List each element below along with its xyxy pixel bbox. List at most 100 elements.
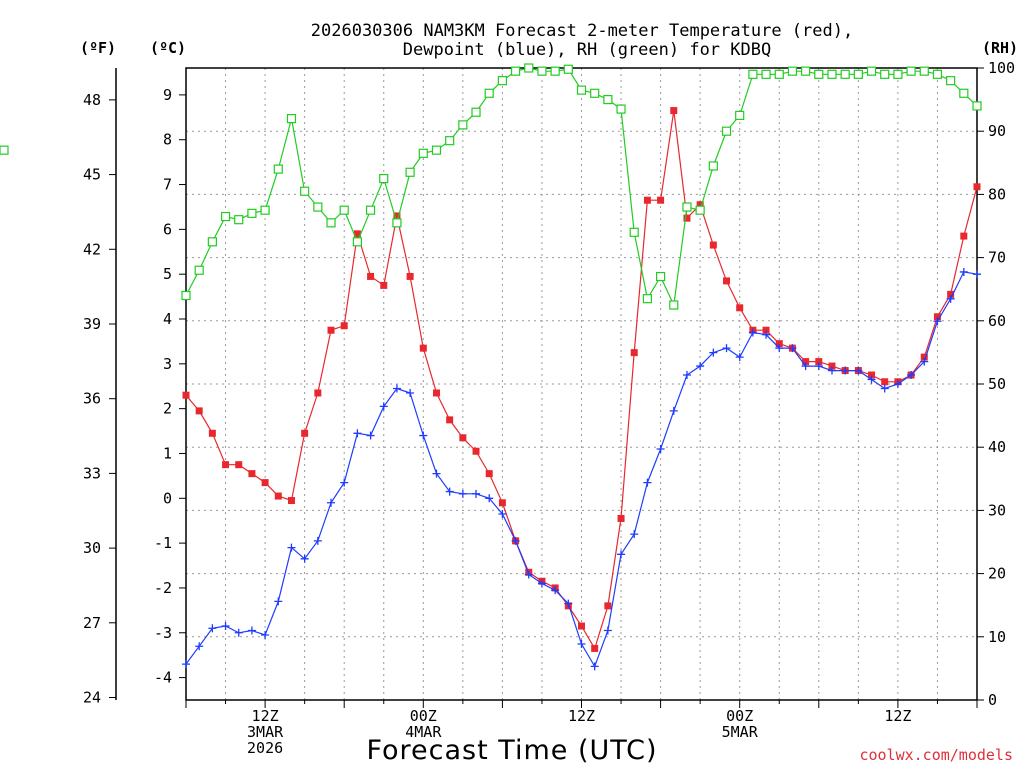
grid-lines	[186, 68, 977, 700]
temperature-point	[235, 461, 243, 469]
rh-tick-label: 10	[988, 628, 1006, 646]
rh-tick-label: 50	[988, 375, 1006, 393]
rh-point	[827, 69, 837, 79]
temperature-point	[380, 281, 388, 289]
dewpoint-point	[682, 371, 691, 380]
temperature-point	[604, 602, 612, 610]
temperature-point	[815, 358, 823, 366]
credit-label: coolwx.com/models	[859, 746, 1013, 764]
dewpoint-point	[195, 642, 204, 651]
rh-tick-label: 40	[988, 438, 1006, 456]
dewpoint-series	[182, 267, 981, 671]
rh-point	[339, 205, 349, 215]
rh-point	[0, 145, 9, 155]
temperature-point	[301, 429, 309, 437]
x-tick-label: 12Z	[884, 707, 911, 725]
fahrenheit-tick-label: 30	[83, 539, 101, 557]
dewpoint-point	[946, 294, 955, 303]
dewpoint-point	[234, 628, 243, 637]
temperature-point	[617, 514, 625, 522]
fahrenheit-tick-label: 45	[83, 166, 101, 184]
dewpoint-point	[300, 554, 309, 563]
temperature-point	[472, 447, 480, 455]
celsius-tick-label: 7	[163, 176, 172, 194]
rh-point	[207, 237, 217, 247]
rh-point	[392, 218, 402, 228]
dewpoint-point	[801, 362, 810, 371]
chart-title-line1: 2026030306 NAM3KM Forecast 2-meter Tempe…	[311, 21, 853, 41]
temperature-point	[578, 622, 585, 630]
temperature-point	[683, 214, 691, 222]
dewpoint-point	[406, 388, 415, 397]
x-axis-title: Forecast Time (UTC)	[366, 735, 657, 766]
temperature-point	[591, 644, 599, 652]
rh-point	[590, 88, 600, 98]
rh-point	[919, 66, 929, 76]
temperature-point	[208, 429, 216, 437]
x-tick-label: 3MAR	[247, 723, 284, 741]
dewpoint-point	[208, 624, 217, 633]
dewpoint-point	[748, 328, 757, 337]
rh-tick-label: 20	[988, 565, 1006, 583]
celsius-tick-label: -4	[154, 669, 172, 687]
temperature-point	[459, 434, 467, 442]
fahrenheit-tick-label: 27	[83, 614, 101, 632]
temperature-point	[868, 371, 876, 379]
rh-tick-label: 90	[988, 122, 1006, 140]
temperature-point	[933, 313, 941, 321]
temperature-point	[367, 272, 375, 280]
dewpoint-line	[185, 271, 978, 668]
dewpoint-point	[498, 509, 507, 518]
dewpoint-point	[617, 550, 626, 559]
rh-point	[365, 205, 376, 215]
dewpoint-point	[656, 444, 665, 453]
dewpoint-point	[854, 366, 863, 375]
dewpoint-point	[472, 489, 481, 498]
rh-point	[286, 113, 297, 124]
dewpoint-point	[432, 469, 441, 478]
dewpoint-point	[590, 662, 599, 671]
temperature-point	[775, 340, 783, 348]
rh-point	[247, 208, 257, 218]
rh-point	[313, 202, 323, 212]
rh-tick-label: 70	[988, 249, 1006, 267]
celsius-tick-label: 4	[163, 310, 172, 328]
celsius-tick-label: 1	[163, 444, 172, 462]
dewpoint-point	[458, 489, 467, 498]
rh-point	[840, 69, 850, 79]
celsius-tick-label: 3	[163, 355, 172, 373]
temperature-point	[393, 212, 401, 220]
celsius-tick-label: 8	[163, 131, 172, 149]
dewpoint-point	[445, 487, 454, 496]
dewpoint-point	[485, 494, 494, 503]
dewpoint-point	[880, 384, 889, 393]
rh-point	[880, 69, 890, 79]
data-series	[0, 63, 982, 671]
rh-point	[273, 164, 283, 174]
rh-point	[959, 88, 969, 98]
dewpoint-point	[247, 626, 256, 635]
temperature-point	[881, 378, 889, 386]
temperature-point	[406, 272, 414, 280]
temperature-point	[696, 201, 704, 209]
dewpoint-point	[327, 498, 336, 507]
rh-point	[418, 148, 428, 158]
rh-point	[471, 107, 481, 117]
fahrenheit-tick-label: 42	[83, 240, 101, 258]
x-tick-label: 12Z	[568, 707, 595, 725]
temperature-point	[657, 196, 665, 204]
x-tick-label: 12Z	[252, 707, 279, 725]
dewpoint-point	[893, 380, 902, 388]
temperature-point	[222, 461, 230, 469]
rh-point	[972, 101, 982, 111]
fahrenheit-tick-label: 48	[83, 91, 101, 109]
dewpoint-point	[841, 366, 850, 375]
rh-point	[801, 66, 811, 76]
rh-point	[616, 104, 626, 114]
rh-point	[537, 66, 547, 76]
rh-point	[642, 294, 653, 304]
rh-point	[458, 120, 468, 130]
dewpoint-point	[669, 406, 678, 415]
rh-point	[300, 186, 310, 196]
dewpoint-point	[511, 536, 520, 545]
